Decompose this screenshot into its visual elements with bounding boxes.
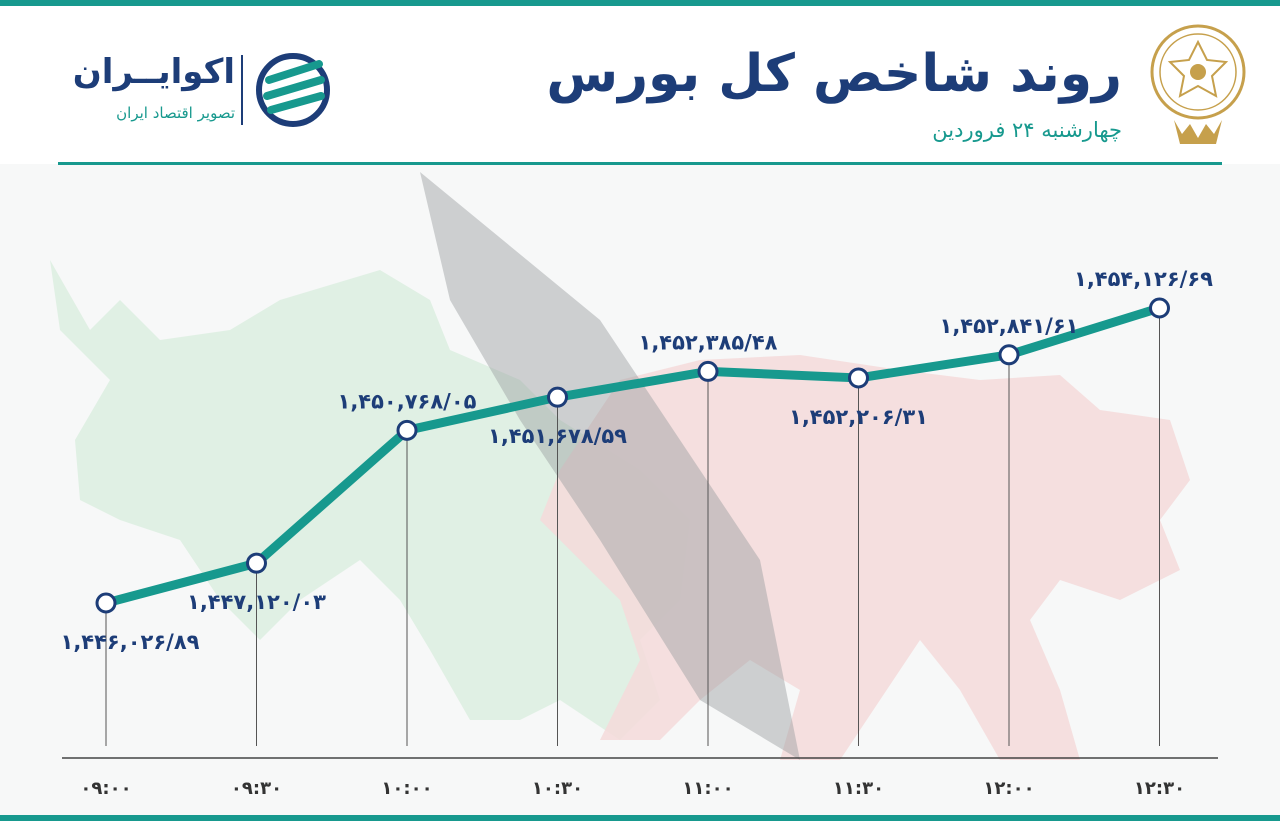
series-line [101,303,1164,608]
data-points [95,297,1170,614]
brand-divider [241,55,243,125]
data-point [1149,297,1170,319]
x-tick-label: ۰۹:۳۰ [231,778,282,799]
bull-silhouette [50,260,690,740]
data-point [95,592,117,614]
bottom-border [0,815,1280,821]
logo-ring [256,53,330,127]
data-point [697,360,719,382]
value-label: ۱,۴۴۷,۱۲۰/۰۳ [187,590,326,614]
bull-bear-background [50,172,1190,760]
data-point [848,367,869,389]
down-arrow-silhouette [420,172,800,760]
x-tick-label: ۱۱:۳۰ [833,778,884,799]
bourse-emblem [1150,24,1246,144]
x-tick-label: ۰۹:۰۰ [80,778,131,799]
value-label: ۱,۴۴۶,۰۲۶/۸۹ [61,630,200,654]
data-point [547,386,568,408]
data-point [246,552,267,574]
value-label: ۱,۴۵۴,۱۲۶/۶۹ [1074,267,1213,291]
emblem-outer-ring [1150,24,1246,120]
date-subtitle: چهارشنبه ۲۴ فروردین [932,118,1122,142]
x-tick-label: ۱۱:۰۰ [682,778,733,799]
ecoiran-logo-icon [256,53,330,127]
bear-silhouette [540,355,1190,760]
page-title: روند شاخص کل بورس [546,44,1122,104]
drop-lines [105,308,1160,746]
x-tick-label: ۱۲:۳۰ [1134,778,1185,799]
x-tick-label: ۱۰:۰۰ [381,778,432,799]
x-tick-label: ۱۰:۳۰ [532,778,583,799]
value-labels: ۱,۴۴۶,۰۲۶/۸۹ ۱,۴۴۷,۱۲۰/۰۳ ۱,۴۵۰,۷۶۸/۰۵ ۱,۴۵… [61,267,1214,654]
emblem-inner-ring [1159,33,1237,111]
value-label: ۱,۴۵۲,۳۸۵/۴۸ [639,330,778,354]
brand-tagline: تصویر اقتصاد ایران [116,104,235,122]
emblem-star [1167,39,1229,98]
logo-stripes [263,60,325,114]
x-tick-labels: ۰۹:۰۰ ۰۹:۳۰ ۱۰:۰۰ ۱۰:۳۰ ۱۱:۰۰ ۱۱:۳۰ ۱۲:۰۰ ۱۲:۳۰ [80,778,1185,799]
top-border [0,0,1280,6]
value-label: ۱,۴۵۰,۷۶۸/۰۵ [338,389,477,413]
x-tick-label: ۱۲:۰۰ [983,778,1034,799]
data-point [396,419,418,441]
value-label: ۱,۴۵۲,۲۰۶/۳۱ [789,405,928,429]
emblem-base [1174,120,1222,144]
data-point [998,344,1020,366]
brand-name: اکوایــران [72,52,235,92]
header-divider [58,162,1222,165]
value-label: ۱,۴۵۱,۶۷۸/۵۹ [488,424,627,448]
value-label: ۱,۴۵۲,۸۴۱/۶۱ [940,314,1079,338]
header [0,6,1280,164]
emblem-center [1190,64,1206,80]
